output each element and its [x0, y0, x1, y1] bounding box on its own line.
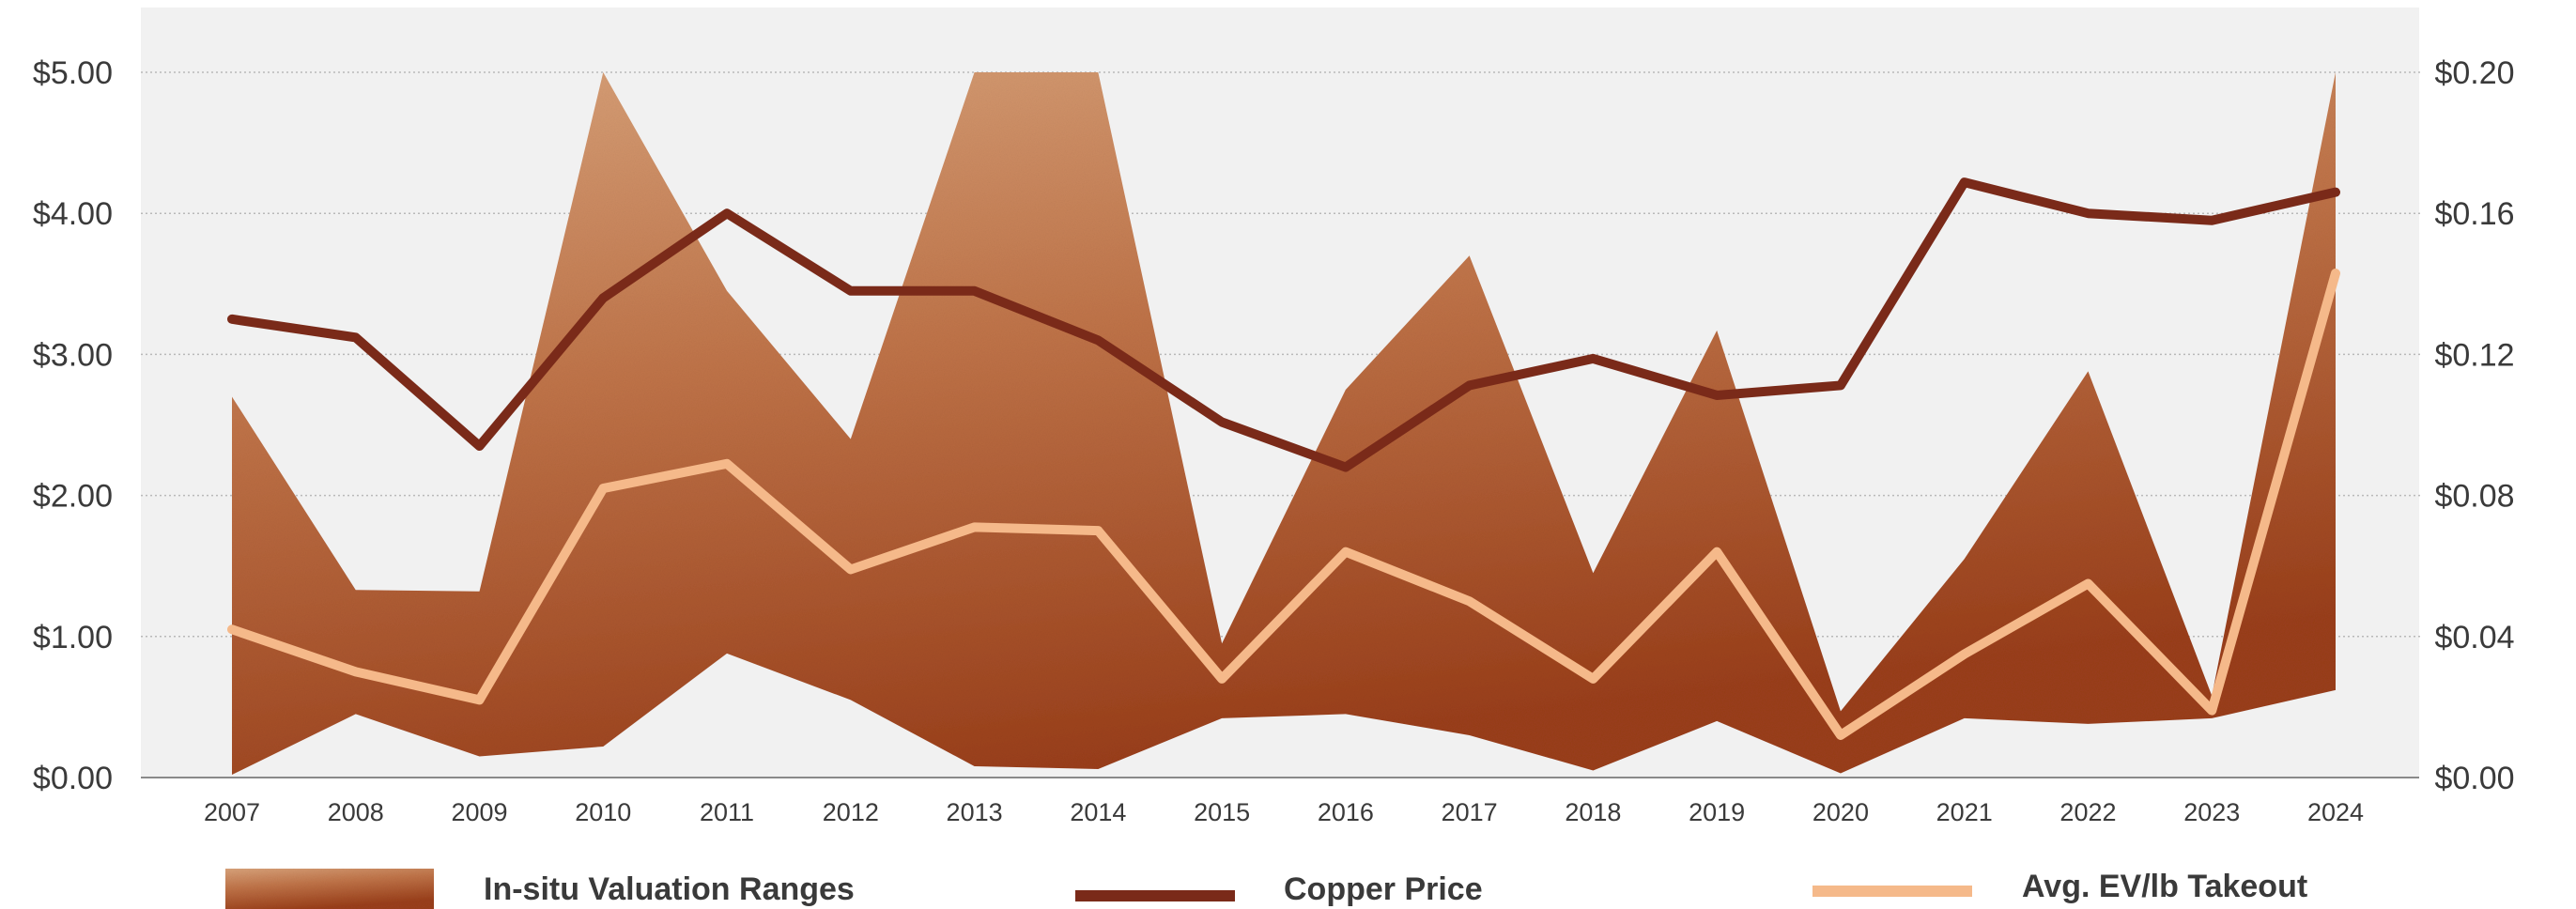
y-left-tick-label: $0.00	[33, 761, 113, 796]
x-axis: 2007 2008 2009 2010 2011 2012 2013 2014 2015 2016…	[204, 798, 2364, 826]
x-tick-label: 2023	[2183, 798, 2240, 826]
x-tick-label: 2007	[204, 798, 260, 826]
y-right-tick-label: $0.00	[2434, 761, 2514, 796]
legend-label-copper-price: Copper Price	[1284, 871, 1483, 907]
legend-item-ev-takeout: Avg. EV/lb Takeout	[1812, 869, 2307, 904]
legend-label-valuation-ranges: In-situ Valuation Ranges	[484, 871, 855, 907]
valuation-range-area	[232, 72, 2336, 775]
y-right-tick-label: $0.16	[2434, 196, 2514, 232]
x-tick-label: 2012	[823, 798, 879, 826]
x-tick-label: 2020	[1812, 798, 1869, 826]
legend-swatch-valuation-ranges	[225, 869, 434, 909]
avg-ev-lb-takeout-line	[227, 269, 2340, 740]
x-tick-label: 2014	[1070, 798, 1126, 826]
x-tick-label: 2021	[1936, 798, 1993, 826]
x-tick-label: 2022	[2059, 798, 2116, 826]
x-tick-label: 2018	[1565, 798, 1621, 826]
x-tick-label: 2008	[328, 798, 384, 826]
y-left-tick-label: $5.00	[33, 55, 113, 91]
legend-label-ev-takeout: Avg. EV/lb Takeout	[2022, 869, 2307, 904]
y-axis-left: $0.00 $1.00 $2.00 $3.00 $4.00 $5.00	[33, 55, 113, 796]
x-tick-label: 2015	[1194, 798, 1250, 826]
x-tick-label: 2010	[575, 798, 631, 826]
y-left-tick-label: $1.00	[33, 620, 113, 655]
y-right-tick-label: $0.04	[2434, 620, 2514, 655]
x-tick-label: 2011	[700, 798, 754, 826]
valuation-range-area-layer	[232, 72, 2336, 775]
copper-price-line	[227, 177, 2340, 472]
y-left-tick-label: $2.00	[33, 479, 113, 515]
x-tick-label: 2017	[1442, 798, 1498, 826]
y-right-tick-label: $0.12	[2434, 337, 2514, 373]
y-axis-right: $0.00 $0.04 $0.08 $0.12 $0.16 $0.20	[2434, 55, 2514, 796]
x-tick-label: 2016	[1318, 798, 1374, 826]
legend-item-valuation-ranges: In-situ Valuation Ranges	[225, 869, 855, 909]
x-tick-label: 2013	[947, 798, 1003, 826]
x-tick-label: 2019	[1689, 798, 1745, 826]
y-left-tick-label: $3.00	[33, 337, 113, 373]
y-left-tick-label: $4.00	[33, 196, 113, 232]
y-right-tick-label: $0.20	[2434, 55, 2514, 91]
legend: In-situ Valuation Ranges Copper Price Av…	[225, 869, 2307, 909]
y-right-tick-label: $0.08	[2434, 479, 2514, 515]
x-tick-label: 2024	[2307, 798, 2364, 826]
line-series-layer	[227, 177, 2340, 740]
x-tick-label: 2009	[451, 798, 507, 826]
legend-item-copper-price: Copper Price	[1075, 871, 1483, 907]
